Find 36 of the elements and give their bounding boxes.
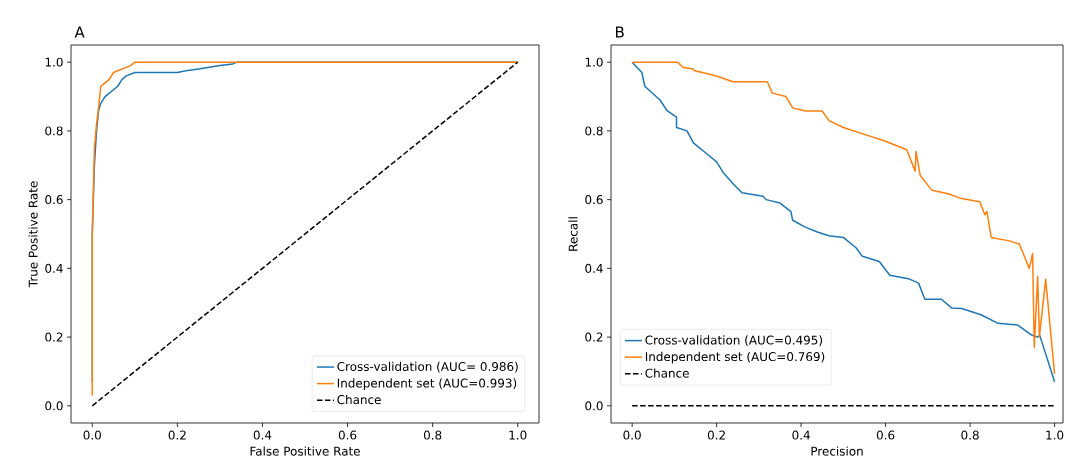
legend-label: Independent set (AUC=0.993) (337, 378, 517, 390)
legend-label: Chance (645, 368, 689, 378)
y-tick-label: 0.0 (45, 401, 63, 411)
y-tick-label: 1.0 (585, 57, 603, 67)
x-axis-title: Precision (811, 446, 863, 456)
x-tick-label: 0.8 (961, 430, 979, 440)
x-axis-title: False Positive Rate (250, 446, 360, 456)
y-tick-label: 0.6 (585, 195, 603, 205)
chart-title: B (616, 26, 624, 38)
y-tick-label: 0.4 (45, 263, 63, 273)
x-tick-label: 0.4 (792, 430, 810, 440)
legend-label: Cross-validation (AUC=0.495) (645, 335, 822, 346)
y-tick-label: 0.6 (45, 195, 63, 205)
x-tick-label: 0.0 (83, 430, 101, 440)
x-tick-label: 1.0 (509, 430, 527, 440)
y-tick-label: 0.8 (45, 126, 63, 136)
x-tick-label: 0.2 (168, 430, 186, 440)
y-tick-label: 1.0 (45, 57, 63, 67)
x-tick-label: 0.2 (707, 430, 725, 440)
chart-title: A (74, 26, 85, 38)
x-tick-label: 0.8 (423, 430, 442, 440)
y-tick-label: 0.2 (45, 332, 63, 342)
x-tick-label: 0.6 (338, 430, 357, 440)
y-tick-label: 0.2 (585, 332, 603, 342)
legend-label: Cross-validation (AUC= 0.986) (337, 361, 518, 373)
x-tick-label: 0.4 (253, 430, 272, 440)
x-tick-label: 1.0 (1046, 430, 1064, 440)
y-axis-title: True Positive Rate (28, 181, 38, 288)
y-tick-label: 0.8 (585, 126, 603, 136)
legend-label: Chance (337, 394, 381, 405)
y-tick-label: 0.4 (585, 263, 603, 273)
x-tick-label: 0.0 (623, 430, 641, 440)
x-tick-label: 0.6 (876, 430, 895, 440)
y-tick-label: 0.0 (585, 401, 603, 411)
legend-label: Independent set (AUC=0.769) (645, 351, 825, 364)
y-axis-title: Recall (568, 217, 578, 251)
